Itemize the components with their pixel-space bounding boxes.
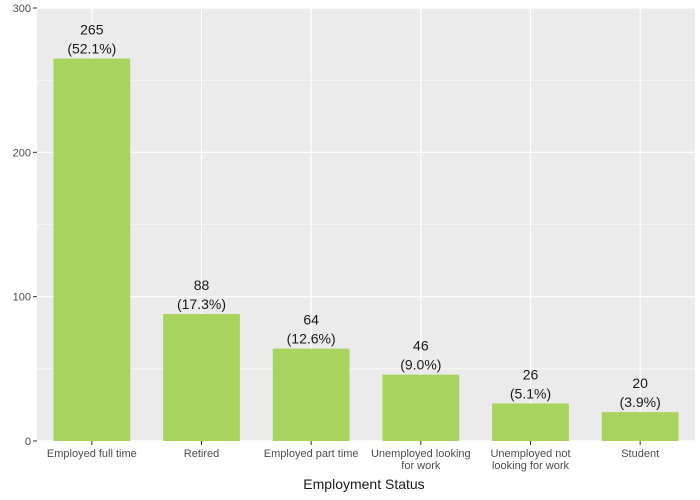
- value-label: 88: [194, 277, 210, 293]
- x-tick-label: Unemployed not looking for work: [490, 448, 570, 472]
- y-tick-label: 0: [25, 436, 31, 448]
- percent-label: (12.6%): [287, 331, 336, 347]
- x-tick-label: Employed full time: [47, 448, 137, 460]
- y-tick-label: 200: [13, 147, 31, 159]
- value-label: 26: [523, 366, 539, 382]
- y-tick-label: 100: [13, 292, 31, 304]
- bar: [601, 412, 679, 441]
- percent-label: (52.1%): [67, 41, 116, 57]
- bar: [53, 58, 131, 442]
- value-label: 64: [303, 312, 319, 328]
- value-label: 20: [632, 375, 648, 391]
- percent-label: (5.1%): [510, 385, 551, 401]
- value-label: 265: [80, 22, 104, 38]
- x-tick-label: Employed part time: [264, 448, 359, 460]
- y-tick-label: 300: [13, 3, 31, 15]
- bar: [163, 313, 240, 441]
- bars: [53, 58, 679, 442]
- percent-label: (17.3%): [177, 296, 226, 312]
- minor-gridlines: [37, 79, 695, 370]
- x-axis-title: Employment Status: [303, 476, 424, 492]
- x-tick-label: Student: [621, 448, 659, 460]
- bar: [492, 403, 569, 441]
- x-tick-label: Unemployed looking for work: [371, 448, 471, 472]
- percent-label: (3.9%): [620, 394, 661, 410]
- data-labels: (52.1%) 265 (17.3%) 88 (12.6%) 64 (9.0%) 46 (5.1…: [67, 22, 660, 411]
- x-axis: Employed full time Retired Employed part t…: [47, 441, 659, 472]
- percent-label: (9.0%): [400, 357, 441, 373]
- y-axis: 0 100 200 300: [13, 3, 37, 448]
- x-tick-label: Retired: [184, 448, 219, 460]
- value-label: 46: [413, 338, 429, 354]
- bar: [382, 374, 460, 441]
- bar: [272, 348, 350, 441]
